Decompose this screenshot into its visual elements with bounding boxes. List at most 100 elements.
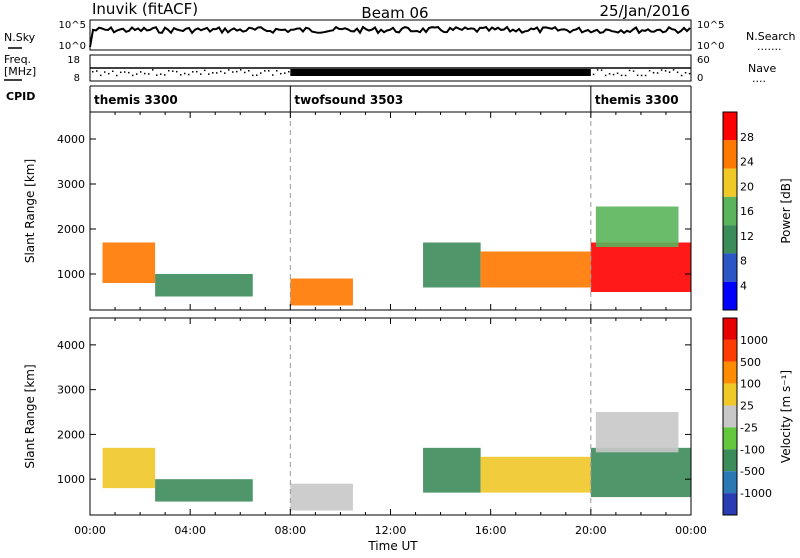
nsearch-label: N.Search	[746, 30, 796, 43]
nave-label: Nave	[748, 62, 776, 75]
nave-dot	[216, 72, 218, 74]
nave-dot	[176, 70, 178, 73]
colorbar-tick-label: 25	[740, 400, 754, 413]
nave-dot	[256, 74, 258, 76]
freq-unit-label: [MHz]	[4, 65, 36, 78]
colorbar-swatch	[723, 361, 737, 384]
y-tick-label: 3000	[57, 384, 85, 397]
colorbar-tick-label: 4	[740, 279, 747, 292]
colorbar-label: Power [dB]	[779, 178, 793, 243]
nave-dot	[192, 71, 194, 73]
scatter-region	[155, 479, 253, 502]
nave-dot	[112, 70, 114, 73]
nave-dot	[660, 69, 663, 71]
nave-dots	[92, 69, 691, 77]
noise-axis-bottom-right: 10^0	[697, 41, 724, 52]
x-tick-label: 12:00	[375, 524, 407, 537]
colorbar-swatch	[723, 449, 737, 472]
nave-dot	[132, 74, 134, 77]
nave-dot	[260, 72, 262, 74]
nave-dot	[124, 71, 126, 73]
power-panel: 1000 2000 3000 4000 Slant Range [km] 28 24 20 16…	[23, 111, 793, 311]
colorbar-label: Velocity [m s⁻¹]	[779, 370, 793, 463]
nave-axis-top: 60	[697, 55, 710, 66]
colorbar-tick-label: 100	[740, 378, 761, 391]
cpid-segment-label: twofsound 3503	[294, 93, 403, 107]
nave-dot	[592, 73, 595, 76]
scatter-region	[595, 206, 679, 247]
nave-dot	[136, 73, 138, 75]
freq-axis-top: 18	[67, 55, 80, 66]
nave-dot	[680, 74, 683, 77]
nave-dot	[664, 70, 667, 72]
nave-dot	[224, 72, 226, 74]
nave-dot	[636, 74, 639, 77]
nave-dot	[220, 70, 222, 73]
y-tick-label: 1000	[57, 268, 85, 281]
nave-dot	[160, 73, 162, 75]
nave-dot	[652, 71, 655, 74]
scatter-region	[155, 274, 253, 297]
colorbar-tick-label: 24	[740, 156, 754, 169]
nave-dot	[620, 74, 623, 77]
nave-dot	[668, 71, 671, 73]
scatter-region	[590, 447, 691, 498]
velocity-panel: 1000 2000 3000 4000 Slant Range [km] 1000 500 1…	[23, 317, 793, 516]
x-tick-label: 00:00	[74, 524, 106, 537]
nave-dot	[148, 73, 150, 75]
colorbar-tick-label: 500	[740, 356, 761, 369]
y-tick-label: 3000	[57, 178, 85, 191]
nave-dot	[108, 72, 110, 75]
noise-axis-bottom: 10^0	[59, 41, 86, 52]
cpid-row: themis 3300 twofsound 3503 themis 3300	[89, 85, 692, 112]
nave-dot	[208, 73, 210, 75]
scatter-region	[102, 242, 156, 283]
nave-dot	[244, 71, 246, 74]
colorbar-frame	[722, 317, 738, 516]
y-axis-label: Slant Range [km]	[23, 159, 37, 263]
nave-dot	[172, 70, 174, 72]
x-axis-label: Time UT	[367, 539, 418, 553]
colorbar-swatch	[723, 405, 737, 428]
colorbar-tick-label: 16	[740, 205, 754, 218]
cpid-segment-label: themis 3300	[595, 93, 679, 107]
colorbar-swatch	[723, 383, 737, 406]
colorbar-swatch	[723, 196, 737, 226]
nave-dot	[672, 69, 675, 71]
x-tick-label: 00:00	[675, 524, 707, 537]
nave-dot	[640, 74, 643, 77]
date-title: 25/Jan/2016	[600, 2, 691, 20]
nave-dot	[648, 69, 651, 72]
x-tick-label: 08:00	[274, 524, 306, 537]
nave-dot	[612, 73, 615, 76]
time-axis: 00:00 04:00 08:00 12:00 16:00 20:00 00:00	[74, 524, 707, 537]
nave-axis-bottom: 0	[697, 73, 703, 84]
nave-dot	[252, 74, 254, 77]
nave-dot	[616, 72, 619, 75]
nave-dot	[644, 74, 647, 77]
noise-trace	[89, 25, 691, 48]
noise-axis-top: 10^5	[59, 20, 86, 31]
nave-dot	[140, 71, 142, 73]
nave-dot	[600, 69, 603, 71]
nave-dot	[288, 70, 290, 73]
nave-dot	[100, 74, 102, 77]
colorbar-swatch	[723, 339, 737, 362]
beam-title: Beam 06	[361, 4, 428, 22]
nave-dot	[196, 70, 198, 73]
y-tick-label: 2000	[57, 428, 85, 441]
y-axis-label: Slant Range [km]	[23, 364, 37, 468]
nave-dot	[684, 71, 687, 74]
noise-axis-top-right: 10^5	[697, 20, 724, 31]
colorbar-tick-label: 1000	[740, 334, 768, 347]
y-tick-label: 4000	[57, 339, 85, 352]
cpid-label: CPID	[6, 90, 35, 103]
freq-axis-bottom: 8	[74, 73, 80, 84]
colorbar-tick-label: -500	[740, 465, 765, 478]
scatter-region	[595, 412, 679, 453]
colorbar-swatch	[723, 318, 737, 340]
colorbar-tick-label: -1000	[740, 487, 772, 500]
y-tick-label: 1000	[57, 473, 85, 486]
nave-dot	[156, 74, 158, 76]
scatter-region	[423, 242, 481, 288]
